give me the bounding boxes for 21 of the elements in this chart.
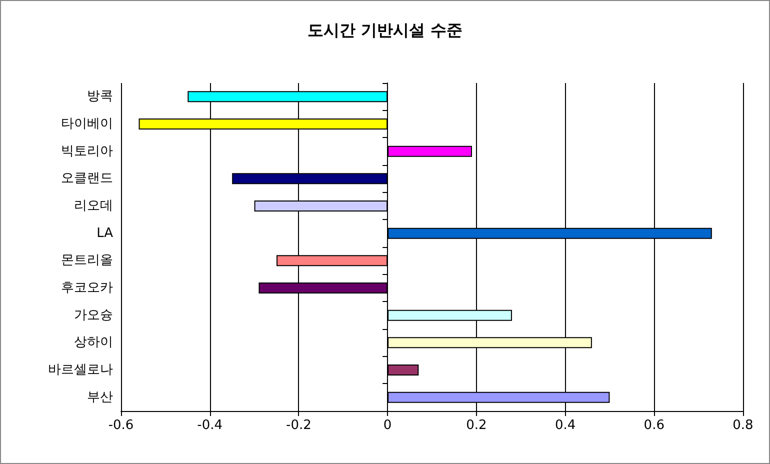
x-tick-label: 0 [383, 418, 392, 433]
y-tick-label: 빅토리아 [61, 144, 113, 159]
y-tick-label: 몬트리올 [61, 253, 113, 268]
y-tick-label: 부산 [87, 390, 113, 405]
x-tick-label: 0.4 [554, 418, 576, 433]
y-tick-label: 오클랜드 [61, 171, 113, 186]
x-tick-label: -0.2 [286, 418, 312, 433]
y-tick-label: 후코오카 [61, 280, 113, 296]
y-tick-label: 상하이 [74, 335, 113, 350]
x-tick-label: 0.2 [466, 418, 487, 433]
y-tick-label: 방콕 [87, 89, 113, 104]
y-tick-label: 리오데 [74, 198, 113, 214]
y-tick-label: 바르셀로나 [48, 362, 113, 378]
y-tick-label: LA [96, 226, 114, 241]
x-tick-label: 0.6 [644, 418, 664, 433]
x-tick-label: -0.6 [108, 418, 134, 433]
x-tick-label: 0.8 [732, 418, 754, 433]
chart-title: 도시간 기반시설 수준 [307, 20, 463, 40]
x-tick-label: -0.4 [197, 418, 223, 433]
y-tick-label: 가오슝 [74, 308, 113, 323]
y-tick-label: 타이베이 [61, 116, 113, 132]
